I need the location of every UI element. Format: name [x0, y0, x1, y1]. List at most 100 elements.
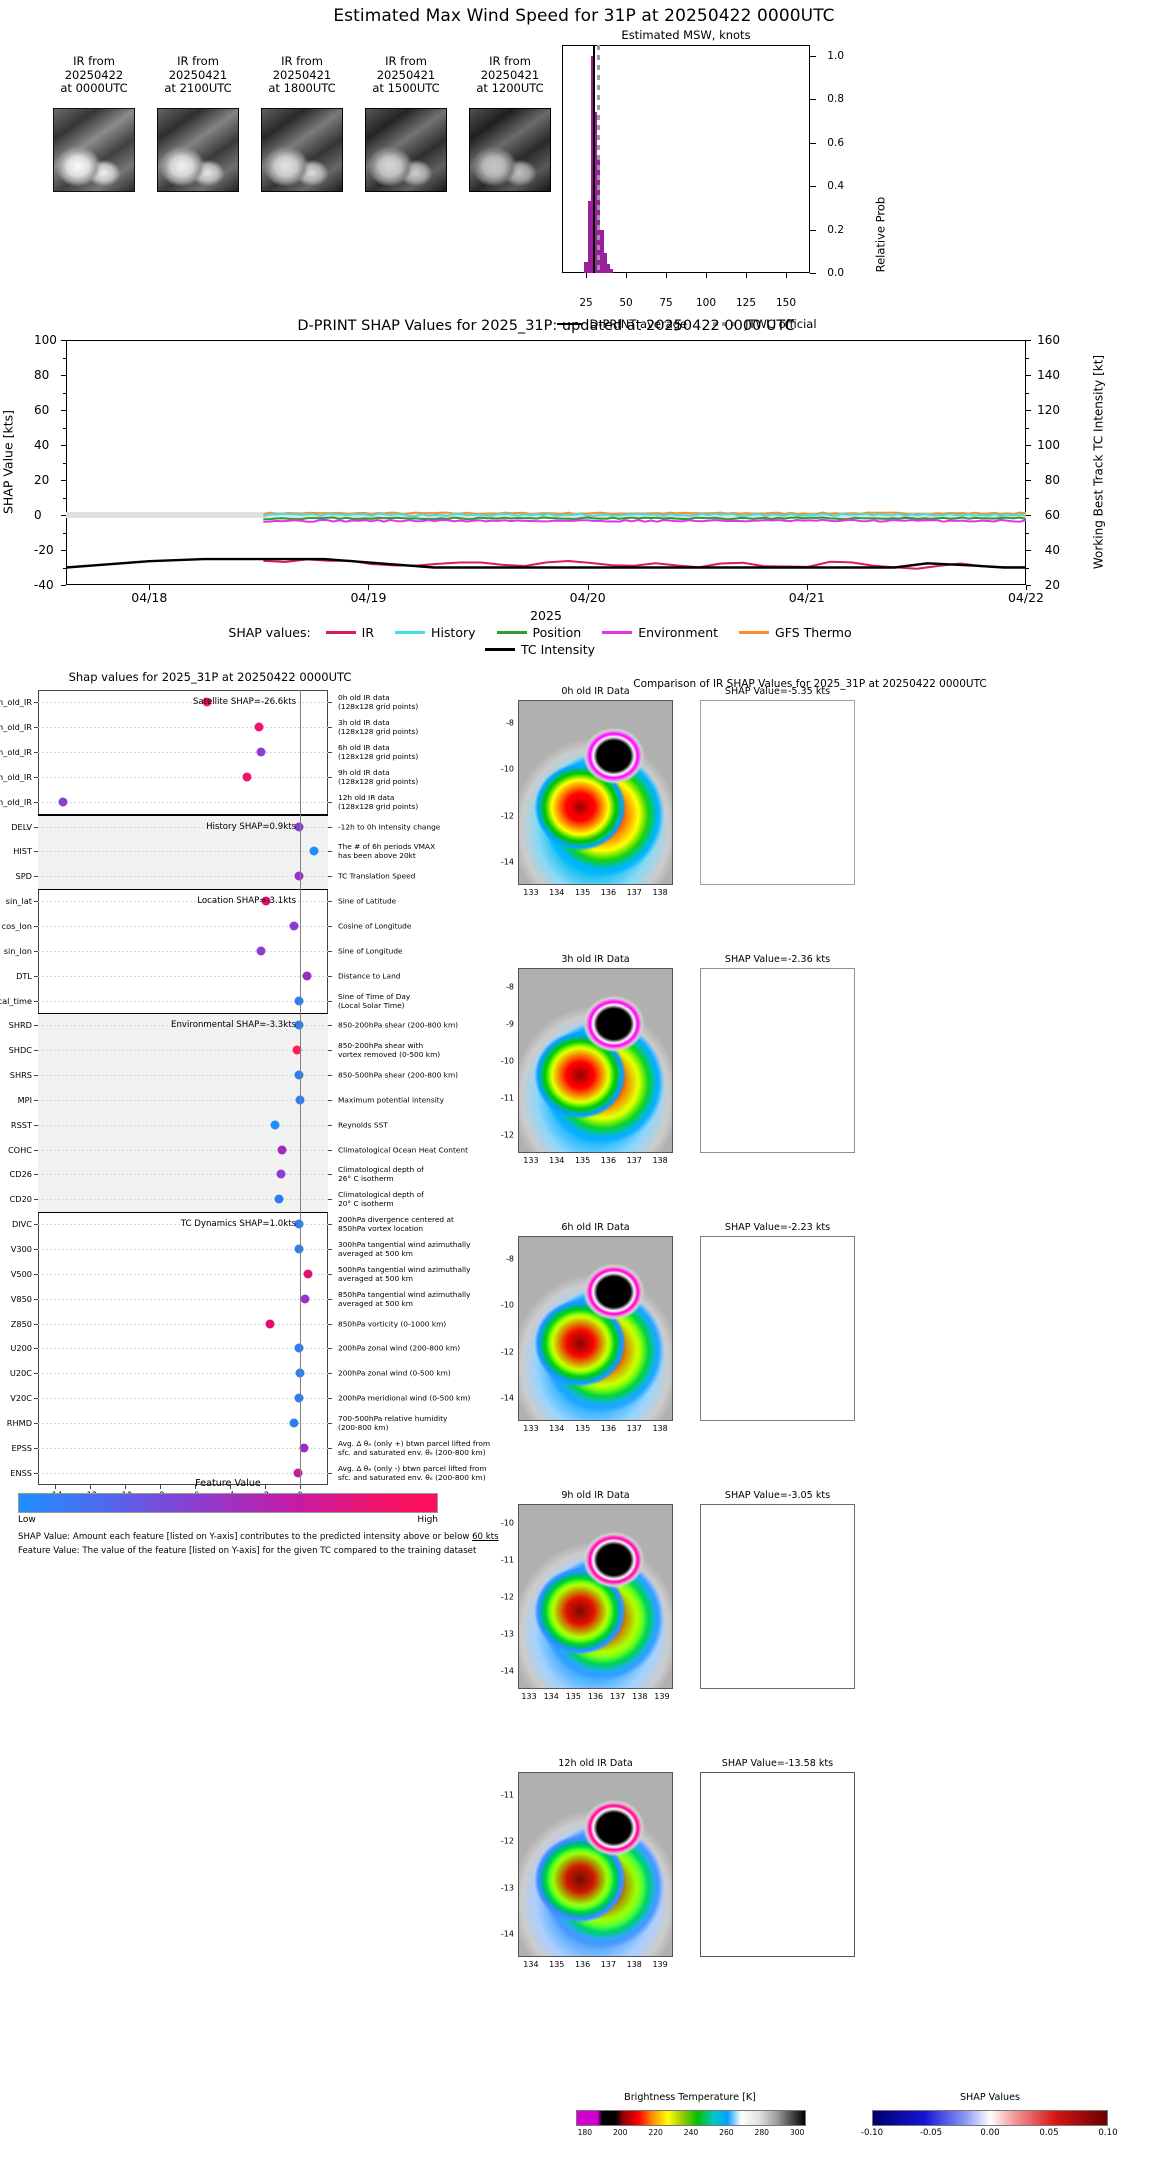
beeswarm-dot	[300, 1294, 310, 1304]
feature-description: TC Translation Speed	[338, 871, 416, 881]
histogram-bar	[603, 253, 607, 273]
timeseries-legend-item: GFS Thermo	[739, 625, 852, 640]
beeswarm-row-tick-right	[328, 1248, 332, 1250]
feature-description: Avg. Δ θₑ (only -) btwn parcel lifted fr…	[338, 1463, 487, 1482]
beeswarm-row-tick	[34, 1447, 38, 1449]
beeswarm-row-tick	[34, 1224, 38, 1226]
timeseries-ytick-mark-right	[1026, 410, 1031, 411]
beeswarm-row-tick	[34, 826, 38, 828]
beeswarm-row-tick-right	[328, 876, 332, 878]
feature-description: 12h old IR data (128x128 grid points)	[338, 792, 419, 811]
ir-thumb-caption: IR from 20250421 at 1200UTC	[476, 54, 544, 95]
beeswarm-row-label: ENSS	[10, 1467, 32, 1478]
beeswarm-row-gridline	[38, 801, 328, 803]
brightness-colorbar-tick: 260	[719, 2128, 734, 2137]
beeswarm-group-separator	[38, 1211, 328, 1214]
beeswarm-row-gridline	[38, 1075, 328, 1077]
legend-line-icon	[496, 631, 527, 634]
ir-thumb-caption: IR from 20250421 at 1500UTC	[372, 54, 440, 95]
timeseries-series-line	[263, 518, 1026, 523]
beeswarm-row-label: EPSS	[11, 1442, 32, 1453]
timeseries-ytick-right: 60	[1044, 508, 1060, 522]
feature-description: 0h old IR data (128x128 grid points)	[338, 693, 419, 712]
histogram-xtick-label: 25	[579, 297, 593, 309]
ir-xtick-label: 138	[632, 1692, 648, 1701]
ir-ytick-label: -12	[500, 1592, 514, 1601]
beeswarm-row-label: DTL	[16, 970, 32, 981]
histogram-legend: D-PRINT average JTWC official	[542, 317, 832, 331]
ir-data-image	[518, 700, 673, 885]
ir-xtick-label: 136	[600, 1424, 617, 1433]
timeseries-ytick-left: -40	[34, 578, 54, 592]
beeswarm-dot	[265, 1319, 275, 1329]
ir-xtick-label: 139	[654, 1692, 670, 1701]
histogram-xtick-mark	[586, 273, 587, 278]
feature-description: Reynolds SST	[338, 1120, 388, 1130]
beeswarm-xtick-mark	[160, 1485, 162, 1489]
feature-description: 700-500hPa relative humidity (200-800 km…	[338, 1413, 448, 1432]
beeswarm-row-tick	[34, 1000, 38, 1002]
beeswarm-dot	[261, 896, 271, 906]
feature-description: 200hPa meridional wind (0-500 km)	[338, 1393, 471, 1403]
ir-xtick-label: 138	[652, 888, 668, 897]
beeswarm-zero-line	[300, 690, 302, 1485]
shap-value-image	[700, 1504, 855, 1689]
timeseries-ytick-mark-right	[1026, 550, 1031, 551]
beeswarm-row-label: SHRS	[9, 1070, 32, 1081]
timeseries-ytick-minor-left	[63, 357, 66, 359]
ir-data-image	[518, 1236, 673, 1421]
beeswarm-row-tick-right	[328, 950, 332, 952]
timeseries-ylabel-right: Working Best Track TC Intensity [kt]	[1091, 354, 1105, 570]
beeswarm-row-tick-right	[328, 1298, 332, 1300]
beeswarm-row-label: Z850	[10, 1318, 32, 1329]
beeswarm-row-tick-right	[328, 1472, 332, 1474]
beeswarm-row-label: SHRD	[8, 1020, 32, 1031]
feature-colorbar-gradient	[18, 1493, 438, 1513]
beeswarm-row-gridline	[38, 1174, 328, 1176]
beeswarm-row-gridline	[38, 702, 328, 704]
beeswarm-dot	[289, 1418, 299, 1428]
ir-xtick-label: 136	[600, 888, 617, 897]
feature-description: 850-200hPa shear with vortex removed (0-…	[338, 1041, 441, 1060]
timeseries-legend-item: Position	[496, 625, 581, 640]
beeswarm-xtick-mark	[300, 1485, 302, 1489]
beeswarm-row-tick	[34, 950, 38, 952]
histogram-ytick-mark	[810, 273, 816, 274]
ir-xtick-label: 133	[523, 1156, 539, 1165]
beeswarm-row-tick-right	[328, 975, 332, 977]
ir-xtick-label: 136	[600, 1156, 617, 1165]
beeswarm-dot	[295, 1095, 305, 1105]
feature-description: Avg. Δ θₑ (only +) btwn parcel lifted fr…	[338, 1438, 491, 1457]
beeswarm-row-tick	[34, 1348, 38, 1350]
ir-ytick-label: -14	[500, 1929, 514, 1939]
beeswarm-row-tick-right	[328, 1447, 332, 1449]
beeswarm-group-annotation: Location SHAP=-3.1kts	[197, 896, 297, 907]
beeswarm-dot	[270, 1120, 280, 1130]
ir-xtick-label: 135	[549, 1960, 565, 1969]
beeswarm-dot	[242, 772, 252, 782]
histogram-ytick-mark	[810, 55, 816, 57]
shap-colorbar-tick: 0.05	[1039, 2128, 1059, 2138]
beeswarm-row-tick-right	[328, 851, 332, 853]
timeseries-legend-item: History	[395, 625, 476, 640]
beeswarm-row-label: MPI	[17, 1094, 32, 1105]
beeswarm-row-gridline	[38, 975, 328, 977]
timeseries-ytick-mark-right	[1026, 375, 1031, 376]
beeswarm-xtick-mark	[230, 1485, 232, 1489]
beeswarm-row-tick	[34, 1323, 38, 1325]
beeswarm-row-gridline	[38, 1050, 328, 1052]
ir-ytick-label: -8	[506, 1254, 514, 1264]
beeswarm-row-gridline	[38, 1000, 328, 1002]
ir-thumb-caption: IR from 20250421 at 1800UTC	[268, 54, 336, 95]
ir-ytick-label: -12	[500, 811, 514, 821]
beeswarm-dot	[277, 1145, 287, 1155]
beeswarm-group-annotation: TC Dynamics SHAP=1.0kts	[180, 1219, 297, 1230]
histogram-ytick-label: 0.2	[827, 223, 844, 236]
beeswarm-row-tick-right	[328, 1099, 332, 1101]
timeseries-ytick-minor-left	[63, 567, 66, 569]
beeswarm-dot	[294, 1070, 304, 1080]
timeseries-ytick-minor-left	[63, 462, 66, 464]
beeswarm-row-gridline	[38, 776, 328, 778]
beeswarm-row-label: 3h_old_IR	[0, 722, 32, 733]
timeseries-ytick-mark-left	[61, 550, 66, 551]
